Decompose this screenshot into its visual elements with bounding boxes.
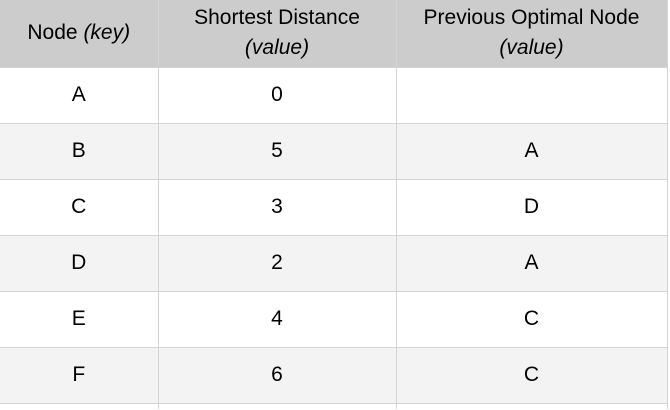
table-row: A 0 (0, 66, 668, 124)
node-cell[interactable]: D (0, 234, 159, 292)
node-cell[interactable]: B (0, 122, 159, 180)
header-shortest-distance[interactable]: Shortest Distance (value) (157, 0, 397, 68)
distance-cell[interactable]: 6 (157, 346, 397, 404)
header-previous-optimal-node[interactable]: Previous Optimal Node (value) (395, 0, 668, 68)
header-row: Node (key) Shortest Distance (value) Pre… (0, 0, 668, 68)
distance-cell[interactable]: 4 (157, 290, 397, 348)
node-cell[interactable]: E (0, 290, 159, 348)
distance-cell[interactable]: 3 (157, 178, 397, 236)
previous-cell[interactable]: C (395, 346, 668, 404)
header-distance-sub: (value) (244, 36, 310, 60)
previous-cell[interactable]: D (395, 178, 668, 236)
previous-cell[interactable]: A (395, 122, 668, 180)
header-node-label: Node (27, 21, 78, 45)
node-cell[interactable]: A (0, 66, 159, 124)
node-cell[interactable]: F (0, 346, 159, 404)
empty-cell[interactable] (0, 402, 159, 409)
header-previous-label: Previous Optimal Node (423, 6, 640, 30)
header-distance-label: Shortest Distance (194, 6, 360, 30)
header-node[interactable]: Node (key) (0, 0, 159, 68)
previous-cell[interactable] (395, 66, 668, 124)
header-node-sub: (key) (83, 21, 131, 45)
previous-cell[interactable]: C (395, 290, 668, 348)
distance-cell[interactable]: 5 (157, 122, 397, 180)
distance-cell[interactable]: 2 (157, 234, 397, 292)
node-cell[interactable]: C (0, 178, 159, 236)
previous-cell[interactable]: A (395, 234, 668, 292)
distance-cell[interactable]: 0 (157, 66, 397, 124)
table-row-partial (0, 402, 668, 409)
table-row: F 6 C (0, 346, 668, 404)
table-row: C 3 D (0, 178, 668, 236)
header-previous-sub: (value) (499, 36, 564, 60)
empty-cell[interactable] (157, 402, 397, 409)
table-row: E 4 C (0, 290, 668, 348)
table-row: D 2 A (0, 234, 668, 292)
table-row: B 5 A (0, 122, 668, 180)
empty-cell[interactable] (395, 402, 668, 409)
